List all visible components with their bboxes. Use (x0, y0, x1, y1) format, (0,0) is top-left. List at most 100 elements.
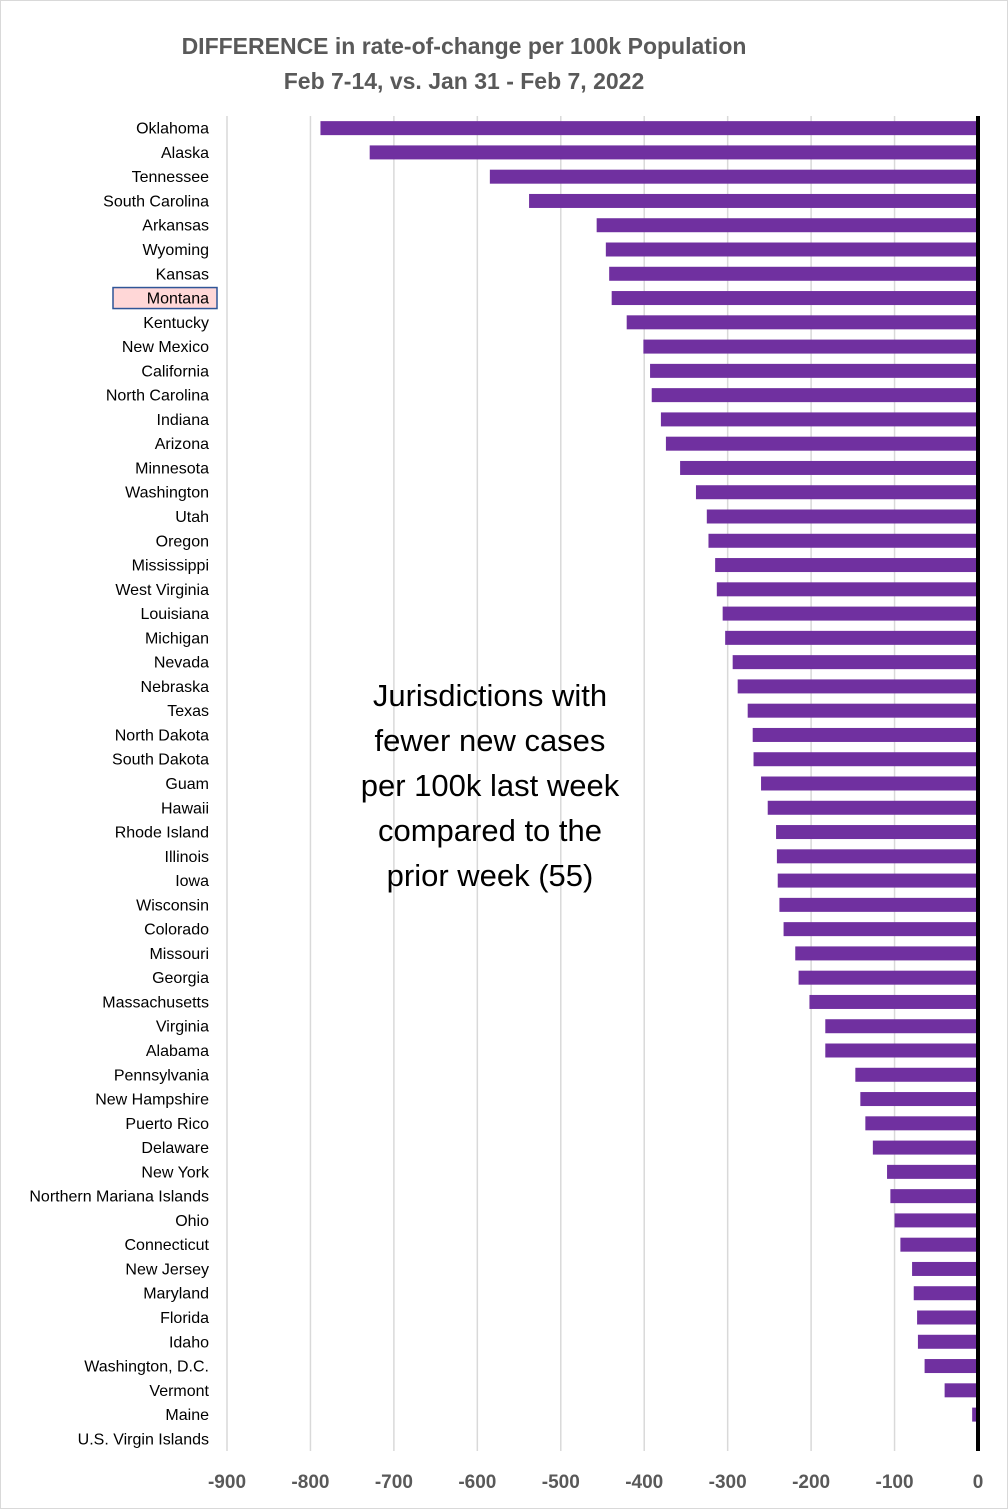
category-label: Georgia (152, 970, 209, 987)
category-label: Colorado (144, 922, 209, 939)
bar (596, 218, 978, 233)
bar (912, 1261, 978, 1276)
x-tick-label: -600 (458, 1472, 496, 1493)
category-label: Vermont (149, 1383, 209, 1400)
highlight-box (112, 286, 218, 310)
bar (783, 922, 978, 937)
chart-subtitle: Feb 7-14, vs. Jan 31 - Feb 7, 2022 (283, 68, 645, 94)
bar (708, 533, 978, 548)
category-label: Rhode Island (115, 825, 209, 842)
bar (776, 849, 978, 864)
category-label: North Carolina (106, 388, 209, 405)
category-label: Kentucky (143, 315, 209, 332)
bar (320, 121, 978, 136)
bar (643, 339, 978, 354)
bar (776, 825, 978, 840)
category-label: Massachusetts (102, 994, 209, 1011)
bar (722, 606, 978, 621)
bar (767, 800, 978, 815)
bar (489, 169, 978, 184)
category-label: New Hampshire (95, 1092, 209, 1109)
bar (626, 315, 978, 330)
bar (725, 630, 978, 645)
bar (716, 582, 978, 597)
category-label: Utah (175, 509, 209, 526)
x-tick-label: -900 (208, 1472, 246, 1493)
bar (913, 1286, 978, 1301)
x-tick-label: -300 (709, 1472, 747, 1493)
category-label: North Dakota (115, 727, 209, 744)
category-label: Louisiana (141, 606, 210, 623)
bar (890, 1189, 978, 1204)
x-tick-label: -400 (625, 1472, 663, 1493)
bar (680, 460, 978, 475)
category-label: Oregon (156, 533, 209, 550)
bar (924, 1359, 978, 1374)
bar (706, 509, 978, 524)
bar (369, 145, 978, 160)
category-label: Guam (165, 776, 209, 793)
bar (809, 994, 978, 1009)
category-label: Tennessee (132, 169, 209, 186)
category-label: South Carolina (103, 193, 209, 210)
category-label: West Virginia (115, 582, 209, 599)
bar (900, 1237, 978, 1252)
bar (825, 1043, 978, 1058)
category-label: Maryland (143, 1286, 209, 1303)
bar (860, 1092, 978, 1107)
bar (752, 727, 978, 742)
category-label: Idaho (169, 1334, 209, 1351)
category-label: Northern Mariana Islands (29, 1189, 209, 1206)
bar (872, 1140, 978, 1155)
bar (972, 1407, 978, 1422)
category-label: Hawaii (161, 800, 209, 817)
category-label: Kansas (156, 266, 209, 283)
bar (777, 873, 978, 888)
bar (944, 1383, 978, 1398)
chart-title: DIFFERENCE in rate-of-change per 100k Po… (181, 33, 747, 59)
category-label: Virginia (156, 1019, 209, 1036)
x-tick-label: -700 (375, 1472, 413, 1493)
category-label: Alabama (146, 1043, 209, 1060)
category-label: Washington, D.C. (84, 1359, 209, 1376)
category-label: Delaware (141, 1140, 209, 1157)
category-label: Illinois (165, 849, 209, 866)
category-label: New Mexico (122, 339, 209, 356)
category-label: Nebraska (141, 679, 210, 696)
category-label: Arizona (155, 436, 209, 453)
category-label: Minnesota (135, 460, 209, 477)
bar (660, 412, 978, 427)
category-label: Ohio (175, 1213, 209, 1230)
category-label: Florida (160, 1310, 209, 1327)
category-label: New Jersey (125, 1261, 209, 1278)
bar (732, 655, 978, 670)
bar (747, 703, 978, 718)
bar (865, 1116, 978, 1131)
bar (665, 436, 978, 451)
category-label: U.S. Virgin Islands (78, 1431, 209, 1448)
bar (695, 485, 978, 500)
x-tick-label: -100 (876, 1472, 914, 1493)
bar (611, 291, 978, 306)
category-label: Pennsylvania (114, 1067, 209, 1084)
x-tick-label: -200 (792, 1472, 830, 1493)
bar (887, 1164, 978, 1179)
category-label: Michigan (145, 630, 209, 647)
bar (753, 752, 978, 767)
category-label: Maine (165, 1407, 209, 1424)
category-label: Montana (147, 291, 209, 308)
category-label: Nevada (154, 655, 209, 672)
x-tick-label: -800 (291, 1472, 329, 1493)
bar (651, 388, 978, 403)
category-label: Indiana (157, 412, 210, 429)
bar (650, 363, 978, 378)
category-label: Iowa (175, 873, 209, 890)
category-label: Arkansas (142, 218, 209, 235)
bar (795, 946, 978, 961)
bar (917, 1310, 978, 1325)
category-label: Oklahoma (136, 121, 209, 138)
category-label: Alaska (161, 145, 209, 162)
bar (605, 242, 978, 257)
bar (761, 776, 978, 791)
